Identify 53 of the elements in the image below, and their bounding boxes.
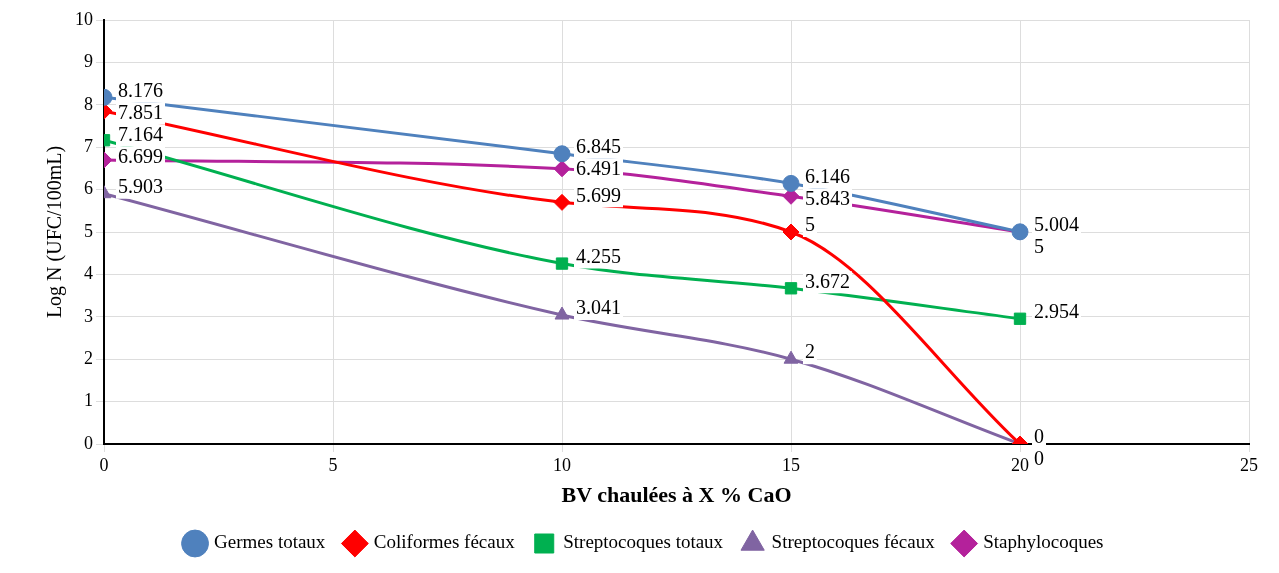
data-label: 6.845 [576, 135, 621, 158]
data-label: 7.164 [118, 122, 163, 145]
x-tick-label: 0 [99, 454, 109, 475]
point [555, 257, 569, 270]
y-tick-label: 1 [84, 390, 93, 411]
data-label: 0 [1034, 425, 1044, 448]
point [782, 174, 800, 192]
point [554, 306, 570, 320]
y-tick-label: 10 [75, 8, 93, 29]
legend-label: Streptocoques totaux [563, 531, 724, 553]
point [783, 350, 799, 364]
data-label: 6.491 [576, 157, 621, 180]
point [553, 160, 571, 178]
data-label: 5 [1034, 235, 1044, 258]
x-tick-label: 10 [553, 454, 571, 475]
data-label: 5.843 [805, 186, 850, 209]
point [784, 282, 798, 295]
x-tick-label: 25 [1240, 454, 1258, 475]
data-label: 3.041 [576, 296, 621, 319]
data-label: 6.146 [805, 164, 850, 187]
legend-label: Staphylocoques [983, 531, 1104, 553]
data-label: 7.851 [118, 100, 163, 123]
data-label: 5.903 [118, 174, 163, 197]
y-tick-label: 7 [84, 135, 93, 156]
point [1013, 312, 1027, 325]
y-tick-label: 0 [84, 432, 93, 453]
y-axis-title: Log N (UFC/100mL) [43, 145, 67, 319]
legend-label: Streptocoques fécaux [771, 531, 936, 553]
data-label: 3.672 [805, 269, 850, 292]
data-label: 6.699 [118, 144, 163, 167]
y-tick-label: 4 [84, 263, 93, 284]
data-label: 5.699 [576, 183, 621, 206]
y-tick-label: 5 [84, 220, 93, 241]
x-axis-title: BV chaulées à X % CaO [561, 482, 792, 508]
data-label: 5.004 [1034, 213, 1079, 236]
data-label: 2.954 [1034, 300, 1079, 322]
y-tick-label: 9 [84, 51, 93, 72]
y-tick-label: 8 [84, 93, 93, 114]
data-label: 8.176 [118, 78, 163, 101]
legend-label: Coliformes fécaux [373, 531, 516, 553]
y-tick-label: 2 [84, 347, 93, 368]
x-tick-label: 15 [782, 454, 800, 475]
data-label: 2 [805, 340, 815, 363]
point [553, 145, 571, 163]
x-tick-label: 20 [1011, 454, 1029, 475]
legend-label: Germes totaux [214, 531, 326, 553]
x-tick-label: 5 [328, 454, 338, 475]
y-tick-label: 6 [84, 178, 93, 199]
data-label: 5 [805, 213, 815, 236]
point [553, 193, 571, 211]
y-tick-label: 3 [84, 305, 93, 326]
data-label: 4.255 [576, 244, 621, 267]
point [782, 223, 800, 241]
